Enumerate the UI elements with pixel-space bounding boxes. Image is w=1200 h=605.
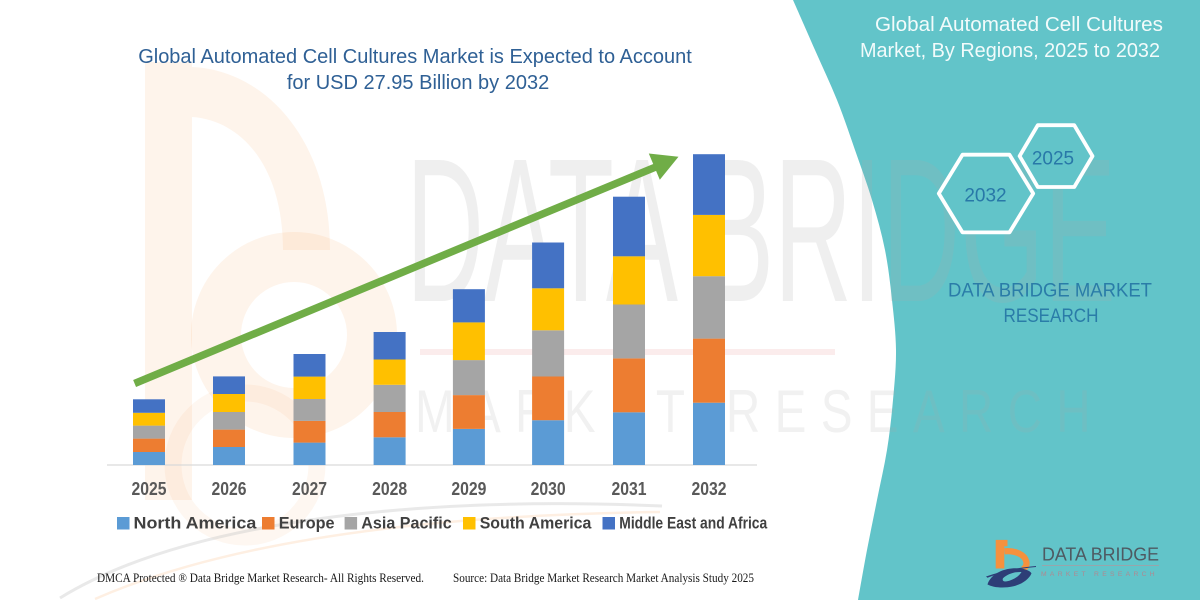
svg-text:RESEARCH: RESEARCH — [1004, 306, 1099, 327]
svg-text:2029: 2029 — [451, 479, 486, 499]
svg-text:for USD 27.95 Billion by 2032: for USD 27.95 Billion by 2032 — [287, 72, 549, 94]
svg-text:2025: 2025 — [1032, 149, 1074, 170]
svg-text:2030: 2030 — [531, 479, 566, 499]
svg-text:Market, By Regions, 2025 to 20: Market, By Regions, 2025 to 2032 — [860, 40, 1160, 62]
svg-text:2026: 2026 — [212, 479, 247, 499]
svg-text:2032: 2032 — [692, 479, 727, 499]
svg-text:DMCA Protected ® Data Bridge M: DMCA Protected ® Data Bridge Market Rese… — [97, 571, 424, 585]
svg-text:DATA BRIDGE MARKET: DATA BRIDGE MARKET — [948, 281, 1152, 302]
svg-text:2025: 2025 — [132, 479, 167, 499]
svg-text:2027: 2027 — [292, 479, 327, 499]
svg-text:DATA BRIDGE: DATA BRIDGE — [1042, 544, 1159, 565]
svg-text:Europe: Europe — [279, 515, 335, 533]
svg-text:South America: South America — [480, 515, 592, 533]
svg-text:Asia Pacific: Asia Pacific — [361, 515, 451, 533]
svg-text:Global Automated Cell Cultures: Global Automated Cell Cultures — [875, 14, 1163, 36]
svg-text:2028: 2028 — [372, 479, 407, 499]
svg-text:MARKET RESEARCH: MARKET RESEARCH — [1041, 571, 1158, 578]
svg-text:2031: 2031 — [612, 479, 647, 499]
svg-text:Source: Data Bridge Market Res: Source: Data Bridge Market Research Mark… — [453, 571, 754, 585]
svg-text:MARKET RESEARCH: MARKET RESEARCH — [415, 378, 1105, 445]
svg-text:2032: 2032 — [964, 186, 1006, 207]
svg-text:Global Automated Cell Cultures: Global Automated Cell Cultures Market is… — [138, 46, 692, 68]
svg-text:North America: North America — [134, 515, 258, 533]
svg-text:Middle East and Africa: Middle East and Africa — [619, 515, 768, 533]
